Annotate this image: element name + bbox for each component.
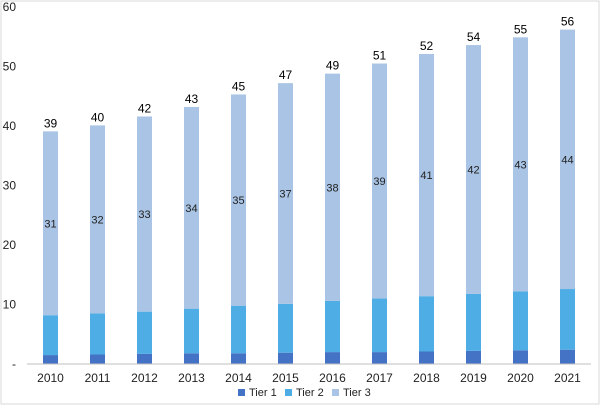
bar-segment-tier-3 — [278, 83, 293, 304]
bar-segment-tier-3 — [90, 125, 105, 314]
bar-segment-tier-2 — [278, 303, 293, 353]
legend: Tier 1 Tier 2 Tier 3 — [238, 387, 371, 399]
y-axis: - 10 20 30 40 50 60 — [3, 0, 17, 371]
x-tick-label: 2018 — [413, 371, 440, 385]
tier-3-data-label: 31 — [44, 218, 56, 230]
tier-3-data-label: 43 — [514, 159, 526, 171]
y-tick-label: 60 — [3, 0, 17, 14]
x-tick-label: 2014 — [225, 371, 252, 385]
y-tick-label: 50 — [3, 60, 17, 74]
legend-swatch-tier-3 — [332, 389, 339, 396]
bar-segment-tier-3 — [137, 116, 152, 312]
y-tick-label: 30 — [3, 179, 17, 193]
bar-segment-tier-3 — [184, 106, 199, 309]
x-tick-label: 2016 — [319, 371, 346, 385]
bar-segment-tier-3 — [466, 45, 481, 294]
tier-3-data-label: 42 — [467, 164, 479, 176]
tier-3-data-label: 38 — [326, 182, 338, 194]
bar-segment-tier-1 — [325, 352, 340, 364]
tier-3-data-label: 34 — [185, 203, 197, 215]
bar-segment-tier-2 — [325, 300, 340, 353]
total-data-label: 52 — [420, 39, 434, 53]
total-data-label: 40 — [91, 110, 105, 124]
tier-3-data-label: 33 — [138, 209, 150, 221]
bar-segment-tier-1 — [137, 353, 152, 364]
bar-segment-tier-2 — [231, 305, 246, 354]
bar-segment-tier-1 — [43, 355, 58, 364]
tier-3-data-label: 39 — [373, 176, 385, 188]
bar-segment-tier-1 — [90, 354, 105, 364]
bar-segment-tier-2 — [419, 296, 434, 352]
x-tick-label: 2017 — [366, 371, 393, 385]
bar-segment-tier-2 — [513, 291, 528, 351]
total-data-label: 47 — [279, 68, 293, 82]
legend-label-tier-3: Tier 3 — [343, 387, 371, 399]
bar-segment-tier-2 — [43, 315, 58, 356]
total-data-label: 55 — [514, 22, 528, 36]
bar-segment-tier-1 — [560, 349, 575, 364]
tier-3-data-label: 41 — [420, 170, 432, 182]
bar-segment-tier-3 — [419, 54, 434, 297]
x-tick-label: 2020 — [507, 371, 534, 385]
total-data-label: 42 — [138, 101, 152, 115]
x-tick-label: 2013 — [178, 371, 205, 385]
bar-segment-tier-3 — [325, 73, 340, 301]
bar-segment-tier-1 — [184, 353, 199, 364]
y-tick-label: 40 — [3, 119, 17, 133]
total-data-label: 43 — [185, 92, 199, 106]
bar-segment-tier-2 — [560, 289, 575, 350]
legend-label-tier-2: Tier 2 — [296, 387, 324, 399]
x-tick-label: 2019 — [460, 371, 487, 385]
y-tick-label: 10 — [3, 298, 17, 312]
total-data-label: 51 — [373, 49, 387, 63]
y-tick-label: - — [12, 357, 16, 371]
x-tick-label: 2021 — [554, 371, 581, 385]
bar-segment-tier-2 — [137, 311, 152, 354]
bar-segment-tier-3 — [43, 131, 58, 316]
x-tick-label: 2010 — [37, 371, 64, 385]
bar-segment-tier-2 — [372, 298, 387, 353]
bars-layer: 31 39 32 40 33 42 34 43 35 45 37 47 38 49 39 51 41 52 42 54… — [43, 15, 575, 364]
x-axis: 2010 2011 2012 2013 2014 2015 2016 2017 2018 2019… — [37, 371, 581, 385]
x-tick-label: 2011 — [85, 371, 111, 385]
total-data-label: 56 — [561, 15, 575, 29]
x-tick-label: 2015 — [272, 371, 299, 385]
bar-segment-tier-3 — [560, 29, 575, 290]
bar-segment-tier-3 — [372, 63, 387, 299]
tier-3-data-label: 44 — [561, 154, 573, 166]
bar-segment-tier-3 — [513, 37, 528, 292]
total-data-label: 49 — [326, 59, 340, 73]
total-data-label: 39 — [44, 116, 58, 130]
total-data-label: 54 — [467, 30, 481, 44]
legend-swatch-tier-2 — [285, 389, 292, 396]
bar-segment-tier-1 — [278, 352, 293, 364]
bar-segment-tier-2 — [90, 313, 105, 355]
bar-segment-tier-1 — [419, 351, 434, 364]
tier-3-data-label: 32 — [91, 214, 103, 226]
tier-3-data-label: 35 — [232, 195, 244, 207]
tier-3-data-label: 37 — [279, 189, 291, 201]
total-data-label: 45 — [232, 79, 246, 93]
bar-segment-tier-1 — [372, 352, 387, 364]
bar-segment-tier-1 — [466, 350, 481, 364]
legend-label-tier-1: Tier 1 — [249, 387, 277, 399]
legend-swatch-tier-1 — [238, 389, 245, 396]
y-tick-label: 20 — [3, 238, 17, 252]
x-tick-label: 2012 — [131, 371, 158, 385]
bar-segment-tier-1 — [231, 353, 246, 364]
bar-segment-tier-2 — [184, 308, 199, 354]
bar-segment-tier-3 — [231, 94, 246, 306]
bar-segment-tier-1 — [513, 350, 528, 364]
bar-segment-tier-2 — [466, 293, 481, 351]
